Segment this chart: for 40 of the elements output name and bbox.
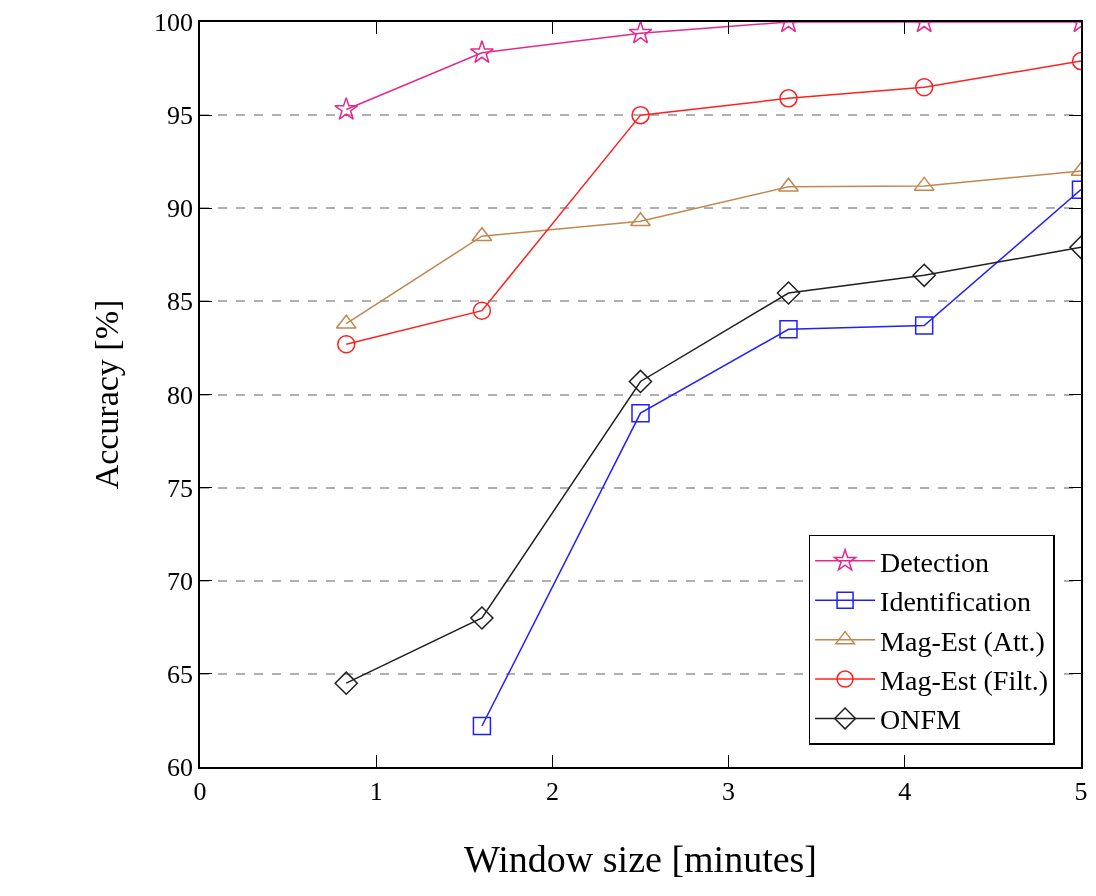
legend-label: Mag-Est (Filt.) bbox=[880, 664, 1049, 696]
point bbox=[779, 89, 798, 108]
point bbox=[334, 671, 359, 695]
y-tick-label: 85 bbox=[167, 287, 194, 317]
point bbox=[779, 320, 798, 339]
legend-label: Detection bbox=[880, 546, 989, 578]
point bbox=[472, 301, 492, 320]
legend-label: Identification bbox=[880, 586, 1031, 618]
y-tick-label: 70 bbox=[167, 566, 194, 596]
point bbox=[628, 22, 653, 44]
x-axis-title: Window size [minutes] bbox=[463, 837, 818, 880]
x-tick-label: 2 bbox=[545, 776, 559, 806]
y-tick-label: 65 bbox=[167, 659, 194, 689]
point bbox=[912, 263, 936, 288]
point bbox=[631, 105, 650, 125]
y-axis-title: Accuracy [%] bbox=[88, 299, 126, 490]
legend-label: ONFM bbox=[880, 704, 962, 736]
x-tick-label: 0 bbox=[193, 776, 207, 806]
y-tick-label: 100 bbox=[154, 8, 194, 38]
y-tick-label: 80 bbox=[167, 380, 194, 410]
x-tick-label: 4 bbox=[898, 776, 912, 806]
point bbox=[334, 96, 359, 120]
point bbox=[469, 40, 494, 64]
point bbox=[914, 77, 934, 97]
y-tick-label: 75 bbox=[167, 473, 194, 503]
y-tick-label: 60 bbox=[167, 753, 194, 783]
x-tick-label: 5 bbox=[1074, 776, 1088, 806]
y-tick-label: 95 bbox=[167, 101, 194, 131]
point bbox=[470, 606, 494, 630]
point bbox=[472, 716, 492, 736]
point bbox=[631, 403, 650, 423]
legend-label: Mag-Est (Att.) bbox=[880, 625, 1045, 657]
point bbox=[628, 369, 653, 394]
y-tick-label: 90 bbox=[167, 194, 194, 224]
point bbox=[337, 334, 356, 354]
point bbox=[471, 226, 493, 242]
point bbox=[914, 316, 934, 335]
x-tick-label: 1 bbox=[369, 776, 383, 806]
point bbox=[776, 281, 801, 305]
x-tick-label: 3 bbox=[722, 776, 736, 806]
